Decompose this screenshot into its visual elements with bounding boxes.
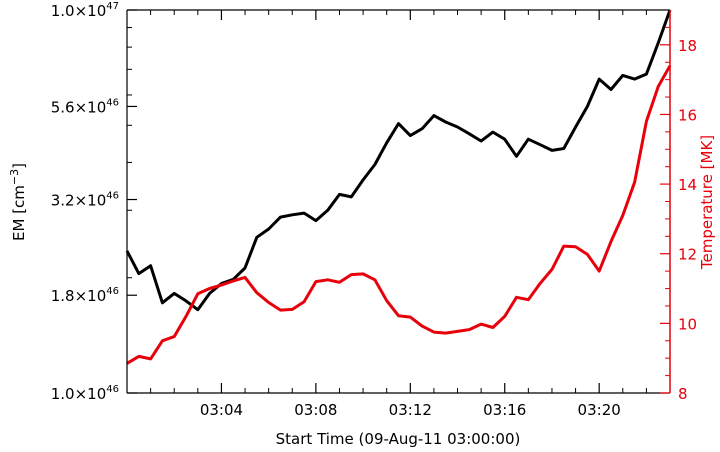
right-tick-label: 10	[678, 315, 697, 333]
left-tick-label: 1.0×1047	[51, 1, 119, 20]
right-tick-label: 8	[678, 385, 688, 403]
right-tick-label: 18	[678, 37, 697, 55]
right-tick-label: 16	[678, 106, 697, 124]
left-tick-label: 1.0×1046	[51, 384, 119, 403]
x-tick-label: 03:12	[389, 401, 432, 419]
left-tick-label: 1.8×1046	[51, 286, 119, 305]
temperature-series-line	[126, 64, 672, 365]
right-axis-title: Temperature [MK]	[698, 135, 716, 270]
right-axis-ticks: 8 10 12 14 16 18	[660, 26, 697, 403]
x-tick-label: 03:04	[200, 401, 243, 419]
right-tick-label: 14	[678, 176, 697, 194]
left-tick-label: 5.6×1046	[51, 97, 119, 116]
x-axis-title: Start Time (09-Aug-11 03:00:00)	[276, 430, 521, 448]
em-series-line	[125, 9, 672, 312]
left-axis-ticks: 1.0×1046 1.8×1046 3.2×1046 5.6×1046 1.0×1047	[51, 1, 137, 403]
x-axis-ticks: 03:04 03:08 03:12 03:16 03:20	[150, 10, 647, 419]
x-tick-label: 03:08	[294, 401, 337, 419]
x-tick-label: 03:20	[578, 401, 621, 419]
x-tick-label: 03:16	[483, 401, 526, 419]
right-tick-label: 12	[678, 246, 697, 264]
left-tick-label: 3.2×1046	[51, 191, 119, 210]
left-axis-title: EM [cm−3]	[8, 163, 28, 241]
